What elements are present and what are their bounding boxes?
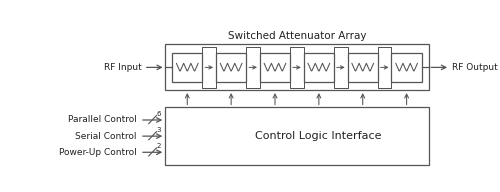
Text: Control Logic Interface: Control Logic Interface bbox=[255, 131, 382, 141]
Text: Serial Control: Serial Control bbox=[76, 132, 137, 141]
Bar bbox=[392, 53, 422, 82]
Bar bbox=[165, 45, 428, 90]
Bar bbox=[172, 53, 203, 82]
Text: RF Input: RF Input bbox=[104, 63, 142, 72]
Text: 3: 3 bbox=[157, 127, 162, 133]
Text: Switched Attenuator Array: Switched Attenuator Array bbox=[228, 31, 366, 41]
Bar bbox=[216, 53, 246, 82]
Text: Parallel Control: Parallel Control bbox=[68, 116, 137, 124]
Text: Power-Up Control: Power-Up Control bbox=[59, 148, 137, 157]
Text: 6: 6 bbox=[157, 111, 162, 117]
Text: 2: 2 bbox=[157, 143, 161, 149]
Bar bbox=[260, 53, 290, 82]
Bar bbox=[165, 107, 428, 165]
Text: RF Output: RF Output bbox=[452, 63, 498, 72]
Bar bbox=[304, 53, 334, 82]
Bar bbox=[348, 53, 378, 82]
